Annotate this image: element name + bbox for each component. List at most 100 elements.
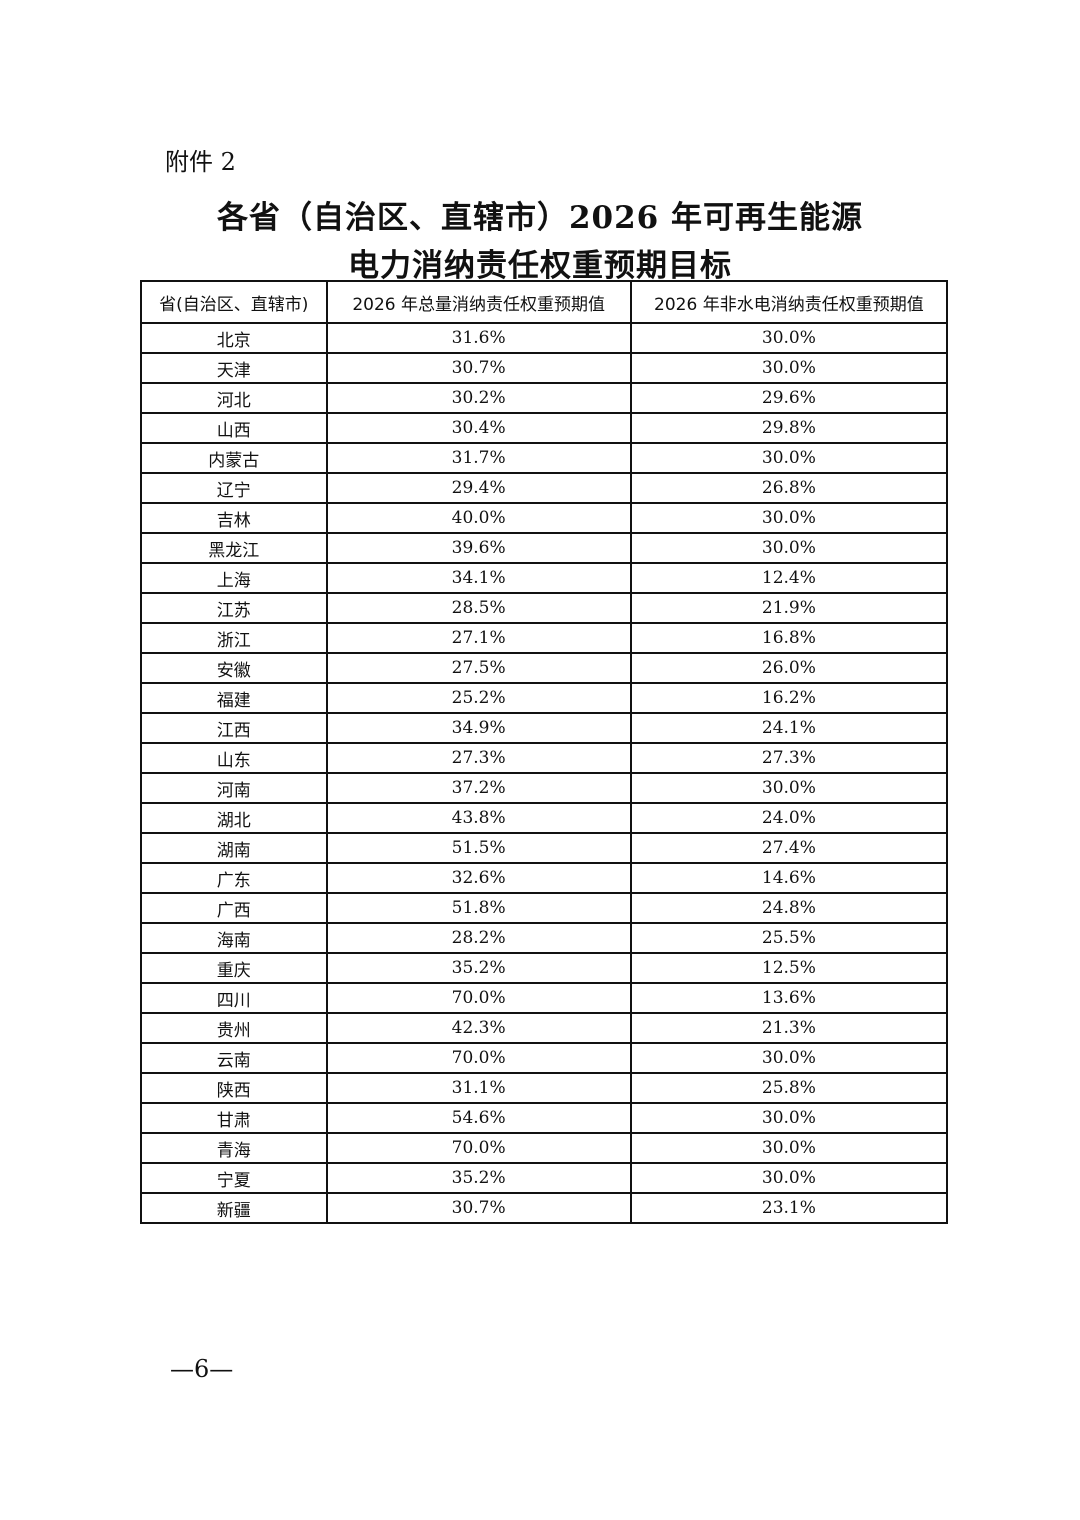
table-row: 新疆 30.7% 23.1%	[140, 1192, 949, 1224]
non-hydro-weight-cell: 12.5%	[629, 952, 949, 984]
province-cell: 黑龙江	[140, 532, 328, 564]
non-hydro-weight-cell: 21.3%	[629, 1012, 949, 1044]
table-row: 天津 30.7% 30.0%	[140, 352, 949, 384]
province-cell: 重庆	[140, 952, 328, 984]
non-hydro-weight-cell: 14.6%	[629, 862, 949, 894]
province-cell: 云南	[140, 1042, 328, 1074]
total-weight-cell: 70.0%	[325, 1042, 632, 1074]
total-weight-cell: 30.7%	[325, 1192, 632, 1224]
table-row: 湖南 51.5% 27.4%	[140, 832, 949, 864]
non-hydro-weight-cell: 26.8%	[629, 472, 949, 504]
non-hydro-weight-cell: 30.0%	[629, 1162, 949, 1194]
province-cell: 山西	[140, 412, 328, 444]
total-weight-cell: 30.2%	[325, 382, 632, 414]
table-row: 广西 51.8% 24.8%	[140, 892, 949, 924]
province-cell: 新疆	[140, 1192, 328, 1224]
table-row: 宁夏 35.2% 30.0%	[140, 1162, 949, 1194]
non-hydro-weight-cell: 16.8%	[629, 622, 949, 654]
total-weight-cell: 31.7%	[325, 442, 632, 474]
province-cell: 浙江	[140, 622, 328, 654]
total-weight-cell: 39.6%	[325, 532, 632, 564]
non-hydro-weight-cell: 24.0%	[629, 802, 949, 834]
non-hydro-weight-cell: 30.0%	[629, 502, 949, 534]
non-hydro-weight-cell: 24.1%	[629, 712, 949, 744]
province-cell: 上海	[140, 562, 328, 594]
non-hydro-weight-cell: 30.0%	[629, 322, 949, 354]
table-row: 上海 34.1% 12.4%	[140, 562, 949, 594]
non-hydro-weight-cell: 25.8%	[629, 1072, 949, 1104]
province-cell: 海南	[140, 922, 328, 954]
total-weight-cell: 31.1%	[325, 1072, 632, 1104]
total-weight-cell: 27.1%	[325, 622, 632, 654]
table-row: 江西 34.9% 24.1%	[140, 712, 949, 744]
non-hydro-weight-cell: 30.0%	[629, 532, 949, 564]
non-hydro-weight-cell: 23.1%	[629, 1192, 949, 1224]
total-weight-cell: 28.2%	[325, 922, 632, 954]
total-weight-cell: 34.1%	[325, 562, 632, 594]
table-row: 福建 25.2% 16.2%	[140, 682, 949, 714]
page-number: —6—	[170, 1355, 234, 1383]
total-weight-cell: 25.2%	[325, 682, 632, 714]
province-cell: 贵州	[140, 1012, 328, 1044]
non-hydro-weight-cell: 30.0%	[629, 1132, 949, 1164]
province-cell: 辽宁	[140, 472, 328, 504]
province-cell: 广西	[140, 892, 328, 924]
total-weight-cell: 54.6%	[325, 1102, 632, 1134]
province-cell: 福建	[140, 682, 328, 714]
table-row: 广东 32.6% 14.6%	[140, 862, 949, 894]
document-title-line-2: 电力消纳责任权重预期目标	[348, 248, 732, 284]
province-cell: 山东	[140, 742, 328, 774]
total-weight-cell: 29.4%	[325, 472, 632, 504]
province-cell: 四川	[140, 982, 328, 1014]
province-cell: 吉林	[140, 502, 328, 534]
total-weight-cell: 70.0%	[325, 982, 632, 1014]
table-row: 湖北 43.8% 24.0%	[140, 802, 949, 834]
total-weight-cell: 27.3%	[325, 742, 632, 774]
non-hydro-weight-cell: 27.3%	[629, 742, 949, 774]
total-weight-cell: 35.2%	[325, 1162, 632, 1194]
province-cell: 河北	[140, 382, 328, 414]
province-cell: 甘肃	[140, 1102, 328, 1134]
total-weight-cell: 35.2%	[325, 952, 632, 984]
header-non-hydro-weight: 2026 年非水电消纳责任权重预期值	[629, 280, 949, 324]
table-row: 江苏 28.5% 21.9%	[140, 592, 949, 624]
province-cell: 江苏	[140, 592, 328, 624]
province-cell: 广东	[140, 862, 328, 894]
table-row: 山东 27.3% 27.3%	[140, 742, 949, 774]
total-weight-cell: 30.7%	[325, 352, 632, 384]
total-weight-cell: 42.3%	[325, 1012, 632, 1044]
province-cell: 河南	[140, 772, 328, 804]
non-hydro-weight-cell: 30.0%	[629, 1042, 949, 1074]
table-row: 辽宁 29.4% 26.8%	[140, 472, 949, 504]
total-weight-cell: 27.5%	[325, 652, 632, 684]
table-row: 重庆 35.2% 12.5%	[140, 952, 949, 984]
table-row: 陕西 31.1% 25.8%	[140, 1072, 949, 1104]
province-cell: 湖北	[140, 802, 328, 834]
total-weight-cell: 32.6%	[325, 862, 632, 894]
non-hydro-weight-cell: 25.5%	[629, 922, 949, 954]
non-hydro-weight-cell: 30.0%	[629, 442, 949, 474]
table-row: 甘肃 54.6% 30.0%	[140, 1102, 949, 1134]
table-row: 四川 70.0% 13.6%	[140, 982, 949, 1014]
document-title-line-1: 各省（自治区、直辖市）2026 年可再生能源	[216, 200, 864, 236]
total-weight-cell: 30.4%	[325, 412, 632, 444]
table-row: 河北 30.2% 29.6%	[140, 382, 949, 414]
non-hydro-weight-cell: 29.8%	[629, 412, 949, 444]
non-hydro-weight-cell: 13.6%	[629, 982, 949, 1014]
quota-table: 省(自治区、直辖市) 2026 年总量消纳责任权重预期值 2026 年非水电消纳…	[140, 280, 949, 1224]
table-row: 浙江 27.1% 16.8%	[140, 622, 949, 654]
non-hydro-weight-cell: 30.0%	[629, 352, 949, 384]
total-weight-cell: 51.5%	[325, 832, 632, 864]
table-row: 山西 30.4% 29.8%	[140, 412, 949, 444]
table-row: 内蒙古 31.7% 30.0%	[140, 442, 949, 474]
non-hydro-weight-cell: 12.4%	[629, 562, 949, 594]
non-hydro-weight-cell: 27.4%	[629, 832, 949, 864]
non-hydro-weight-cell: 16.2%	[629, 682, 949, 714]
non-hydro-weight-cell: 26.0%	[629, 652, 949, 684]
total-weight-cell: 51.8%	[325, 892, 632, 924]
province-cell: 青海	[140, 1132, 328, 1164]
non-hydro-weight-cell: 30.0%	[629, 772, 949, 804]
non-hydro-weight-cell: 21.9%	[629, 592, 949, 624]
province-cell: 天津	[140, 352, 328, 384]
province-cell: 湖南	[140, 832, 328, 864]
